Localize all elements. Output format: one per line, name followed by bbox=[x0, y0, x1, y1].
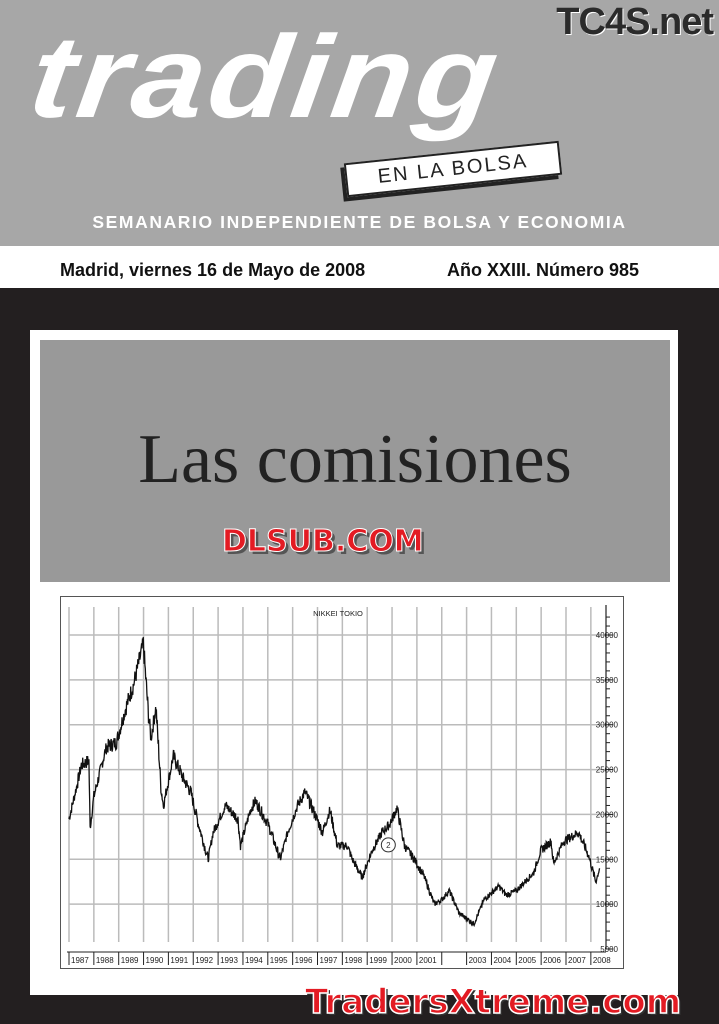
x-tick-label: 1990 bbox=[146, 956, 164, 965]
watermark-top: DLSUB.COM bbox=[222, 524, 425, 560]
x-tick-label: 1987 bbox=[71, 956, 89, 965]
annotation-label: 2 bbox=[386, 841, 391, 850]
x-tick-label: 1996 bbox=[295, 956, 313, 965]
masthead-title: trading bbox=[22, 10, 510, 143]
issue-band bbox=[0, 246, 719, 288]
masthead-subtitle: SEMANARIO INDEPENDIENTE DE BOLSA Y ECONO… bbox=[92, 212, 627, 232]
x-tick-label: 1997 bbox=[320, 956, 338, 965]
issue-number: Año XXIII. Número 985 bbox=[447, 260, 640, 280]
masthead-band bbox=[0, 0, 719, 246]
x-tick-label: 2005 bbox=[518, 956, 536, 965]
x-tick-label: 1999 bbox=[369, 956, 387, 965]
annotation-circle bbox=[380, 837, 396, 853]
x-tick-label: 1988 bbox=[96, 956, 114, 965]
nikkei-series-line bbox=[68, 637, 601, 928]
x-tick-label: 2008 bbox=[593, 956, 611, 965]
x-tick-label: 1992 bbox=[195, 956, 213, 965]
x-tick-label: 1989 bbox=[121, 956, 139, 965]
headline: Las comisiones bbox=[138, 421, 572, 498]
headline-box bbox=[40, 340, 670, 582]
x-tick-label: 2006 bbox=[543, 956, 561, 965]
x-tick-label: 2003 bbox=[469, 956, 487, 965]
issue-date: Madrid, viernes 16 de Mayo de 2008 bbox=[60, 260, 366, 280]
x-tick-label: 2000 bbox=[394, 956, 412, 965]
site-mark: TC4S.net bbox=[556, 1, 714, 43]
x-tick-label: 2001 bbox=[419, 956, 437, 965]
x-tick-label: 1998 bbox=[344, 956, 362, 965]
y-tick-label: 20000 bbox=[596, 810, 619, 819]
x-tick-label: 2007 bbox=[568, 956, 586, 965]
x-tick-label: 1995 bbox=[270, 956, 288, 965]
nikkei-chart: 40000 35000 30000 25000 20000 15000 10000 5000 1… bbox=[60, 596, 624, 969]
x-tick-label: 1993 bbox=[220, 956, 238, 965]
chart-svg: 4000035000300002500020000150001000050001… bbox=[67, 605, 619, 965]
x-tick-label: 1991 bbox=[170, 956, 188, 965]
x-tick-label: 2004 bbox=[493, 956, 511, 965]
x-tick-label: 1994 bbox=[245, 956, 263, 965]
chart-title: NIKKEI TOKIO bbox=[313, 609, 363, 618]
watermark-bottom: TradersXtreme.com bbox=[304, 981, 682, 1023]
